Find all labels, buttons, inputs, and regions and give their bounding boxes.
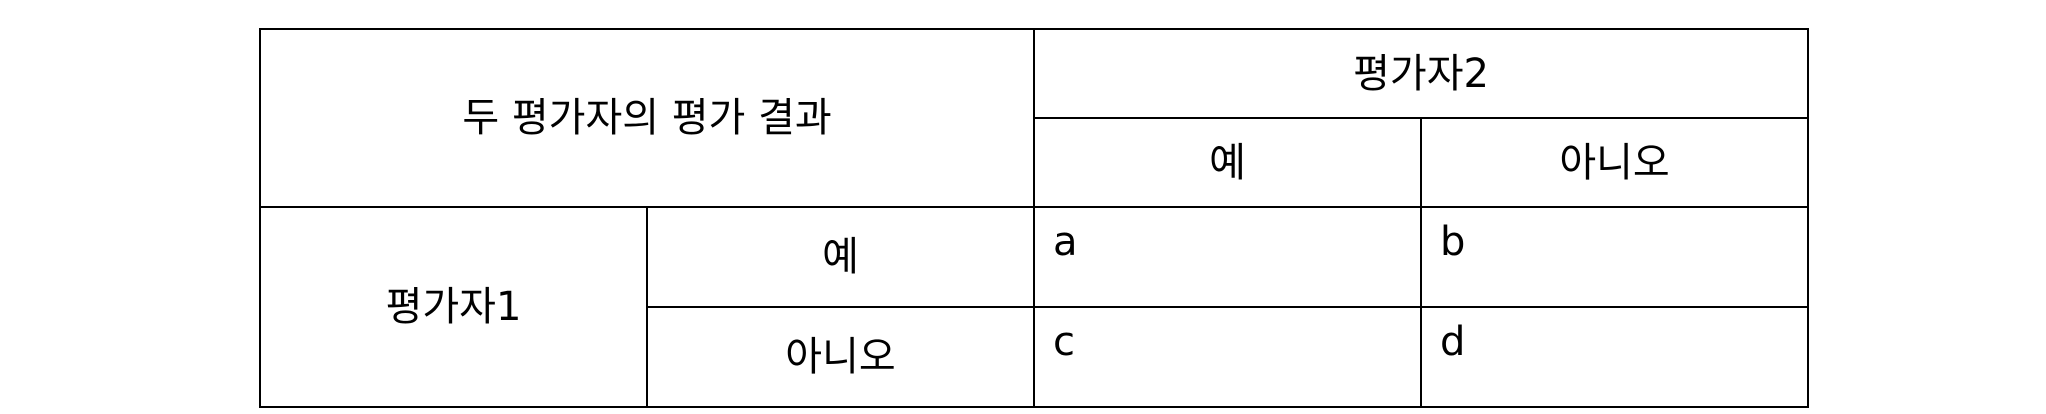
rater2-header: 평가자2	[1033, 28, 1810, 119]
table-subheader-row: 예 아니오	[260, 117, 1810, 208]
table-header-row: 두 평가자의 평가 결과 평가자2	[258, 28, 1810, 208]
cell-no-yes: c	[1033, 306, 1423, 408]
cell-no-no: d	[1420, 306, 1810, 408]
table-row: 평가자1 예 a b	[259, 206, 1810, 408]
rater2-yes-header: 예	[1033, 117, 1423, 208]
table-row: 아니오 c d	[260, 306, 1810, 408]
corner-label-cell: 두 평가자의 평가 결과	[258, 28, 1036, 208]
cell-yes-yes: a	[1033, 206, 1423, 308]
rater2-no-header: 아니오	[1420, 117, 1810, 208]
cell-yes-no: b	[1420, 206, 1810, 308]
rater1-header: 평가자1	[259, 206, 648, 408]
rater1-no-header: 아니오	[645, 306, 1036, 408]
rater1-yes-header: 예	[645, 206, 1036, 308]
agreement-table: 두 평가자의 평가 결과 평가자2 예 아니오 평가자1 예 a b 아니오 c…	[258, 28, 1810, 408]
